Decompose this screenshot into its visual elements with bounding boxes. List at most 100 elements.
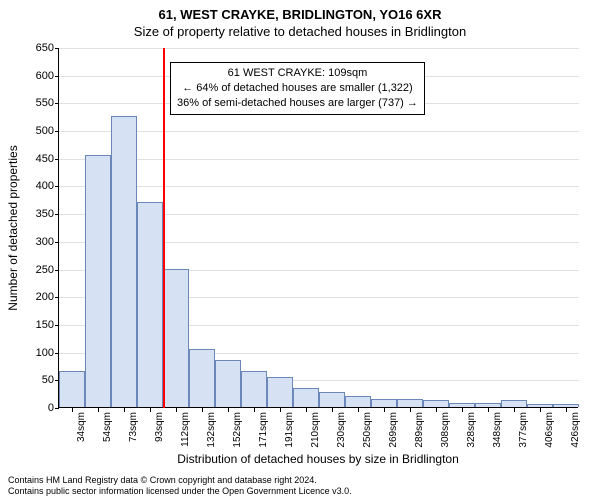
- x-tick-label: 93sqm: [154, 412, 165, 442]
- x-tick-label: 152sqm: [232, 412, 243, 448]
- bar: [293, 388, 319, 407]
- x-tick: [410, 408, 411, 412]
- x-tick-label: 191sqm: [284, 412, 295, 448]
- y-tick: [55, 297, 59, 298]
- y-tick-label: 100: [24, 347, 54, 359]
- x-tick-label: 348sqm: [492, 412, 503, 448]
- bar: [527, 404, 553, 407]
- x-axis-title: Distribution of detached houses by size …: [58, 452, 578, 466]
- x-tick: [332, 408, 333, 412]
- annotation-line2: ← 64% of detached houses are smaller (1,…: [177, 81, 418, 96]
- y-tick-label: 500: [24, 125, 54, 137]
- bar: [397, 399, 423, 407]
- y-tick-label: 650: [24, 42, 54, 54]
- y-tick-label: 300: [24, 236, 54, 248]
- bar: [163, 269, 189, 407]
- y-tick-label: 0: [24, 402, 54, 414]
- bar: [475, 403, 501, 407]
- bar: [137, 202, 163, 407]
- x-tick-label: 269sqm: [388, 412, 399, 448]
- chart-area: 0501001502002503003504004505005506006503…: [58, 48, 578, 408]
- bar: [319, 392, 345, 408]
- annotation-line3: 36% of semi-detached houses are larger (…: [177, 96, 418, 111]
- x-tick-label: 112sqm: [180, 412, 191, 447]
- y-tick: [55, 325, 59, 326]
- bar: [423, 400, 449, 407]
- y-tick-label: 600: [24, 70, 54, 82]
- x-tick-label: 406sqm: [544, 412, 555, 448]
- bar: [371, 399, 397, 407]
- bar: [215, 360, 241, 407]
- footer-line1: Contains HM Land Registry data © Crown c…: [8, 475, 352, 486]
- x-tick-label: 210sqm: [310, 412, 321, 448]
- gridline: [59, 131, 579, 132]
- x-tick: [306, 408, 307, 412]
- bar: [501, 400, 527, 407]
- y-tick-label: 50: [24, 374, 54, 386]
- y-tick-label: 550: [24, 97, 54, 109]
- y-tick: [55, 103, 59, 104]
- x-tick: [176, 408, 177, 412]
- x-tick: [514, 408, 515, 412]
- y-tick: [55, 242, 59, 243]
- annotation-line1: 61 WEST CRAYKE: 109sqm: [177, 66, 418, 81]
- y-tick: [55, 159, 59, 160]
- x-tick: [462, 408, 463, 412]
- x-tick: [150, 408, 151, 412]
- bar: [111, 116, 137, 407]
- x-tick: [72, 408, 73, 412]
- x-tick: [280, 408, 281, 412]
- y-tick: [55, 270, 59, 271]
- x-tick: [488, 408, 489, 412]
- gridline: [59, 48, 579, 49]
- y-tick-label: 350: [24, 208, 54, 220]
- x-tick: [436, 408, 437, 412]
- bar: [345, 396, 371, 407]
- x-tick-label: 250sqm: [362, 412, 373, 448]
- y-tick-label: 200: [24, 291, 54, 303]
- bar: [553, 404, 579, 407]
- x-tick: [358, 408, 359, 412]
- y-tick: [55, 214, 59, 215]
- x-tick-label: 171sqm: [258, 412, 269, 448]
- x-tick: [98, 408, 99, 412]
- y-tick-label: 150: [24, 319, 54, 331]
- x-tick-label: 377sqm: [518, 412, 529, 448]
- y-tick: [55, 48, 59, 49]
- x-tick: [202, 408, 203, 412]
- annotation-box: 61 WEST CRAYKE: 109sqm ← 64% of detached…: [170, 62, 425, 115]
- y-axis-title: Number of detached properties: [6, 145, 20, 310]
- footer-attribution: Contains HM Land Registry data © Crown c…: [8, 475, 352, 498]
- x-tick-label: 289sqm: [414, 412, 425, 448]
- x-tick: [228, 408, 229, 412]
- chart-title: 61, WEST CRAYKE, BRIDLINGTON, YO16 6XR: [0, 0, 600, 24]
- x-tick-label: 426sqm: [570, 412, 581, 448]
- y-tick: [55, 131, 59, 132]
- y-tick-label: 250: [24, 264, 54, 276]
- x-tick: [540, 408, 541, 412]
- bar: [189, 349, 215, 407]
- x-tick-label: 132sqm: [206, 412, 217, 448]
- bar: [59, 371, 85, 407]
- x-tick: [124, 408, 125, 412]
- x-tick: [566, 408, 567, 412]
- x-tick-label: 328sqm: [466, 412, 477, 448]
- y-tick: [55, 353, 59, 354]
- bar: [267, 377, 293, 407]
- x-tick: [254, 408, 255, 412]
- reference-line: [163, 48, 165, 408]
- bar: [85, 155, 111, 407]
- bar: [449, 403, 475, 407]
- y-tick: [55, 76, 59, 77]
- x-tick-label: 54sqm: [102, 412, 113, 442]
- y-tick-label: 450: [24, 153, 54, 165]
- y-tick: [55, 408, 59, 409]
- y-tick: [55, 186, 59, 187]
- x-tick-label: 73sqm: [128, 412, 139, 442]
- gridline: [59, 186, 579, 187]
- x-tick-label: 230sqm: [336, 412, 347, 448]
- y-tick-label: 400: [24, 180, 54, 192]
- chart-subtitle: Size of property relative to detached ho…: [0, 24, 600, 43]
- footer-line2: Contains public sector information licen…: [8, 486, 352, 497]
- x-tick-label: 34sqm: [76, 412, 87, 442]
